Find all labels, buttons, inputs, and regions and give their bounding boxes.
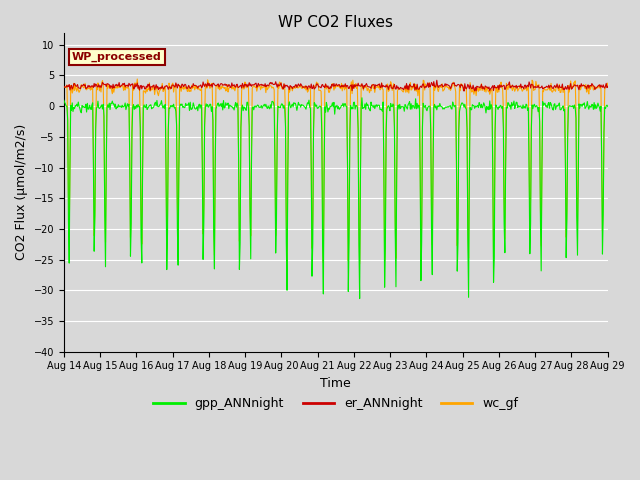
- Y-axis label: CO2 Flux (μmol/m2/s): CO2 Flux (μmol/m2/s): [15, 124, 28, 260]
- Text: WP_processed: WP_processed: [72, 52, 162, 62]
- Legend: gpp_ANNnight, er_ANNnight, wc_gf: gpp_ANNnight, er_ANNnight, wc_gf: [148, 393, 524, 416]
- Title: WP CO2 Fluxes: WP CO2 Fluxes: [278, 15, 394, 30]
- X-axis label: Time: Time: [321, 377, 351, 390]
